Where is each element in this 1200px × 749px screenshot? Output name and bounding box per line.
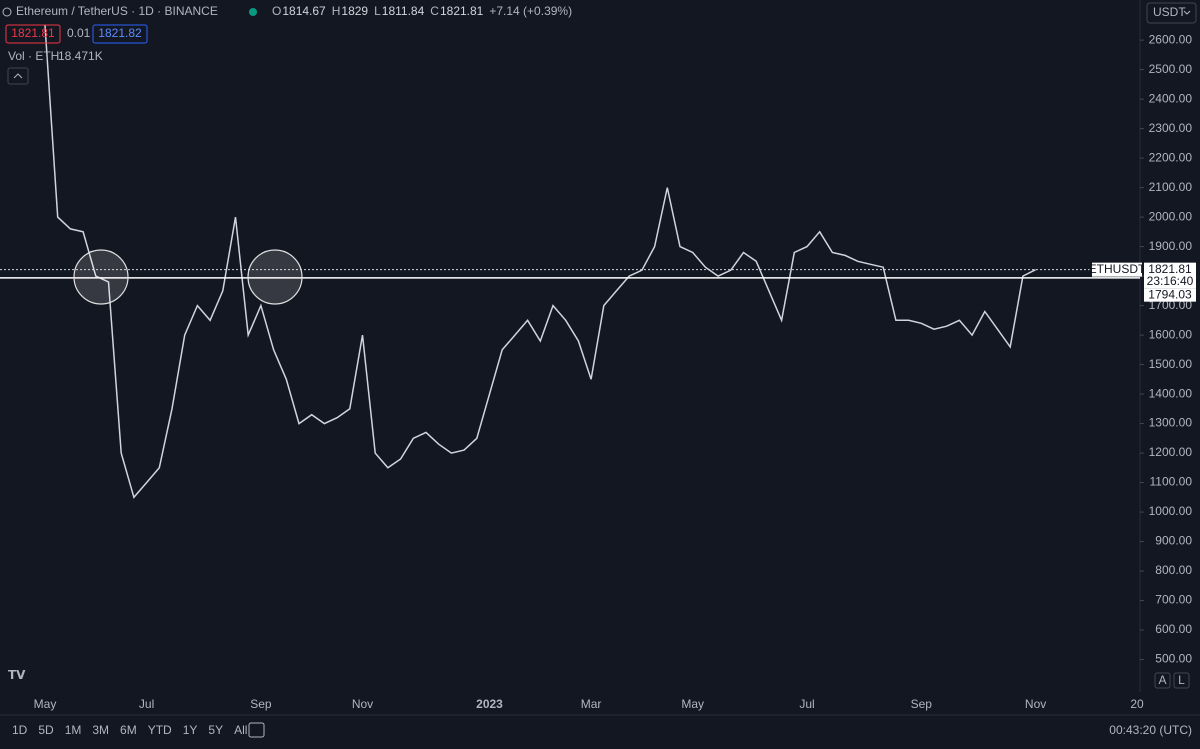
currency: USDT (1153, 5, 1186, 19)
y-tick-label: 1300.00 (1149, 416, 1193, 430)
range-button[interactable]: All (234, 723, 247, 737)
scale-button[interactable] (1173, 672, 1190, 689)
y-tick-label: 700.00 (1155, 593, 1192, 607)
currency-button[interactable] (1146, 2, 1197, 24)
scale-button-label: L (1178, 673, 1185, 687)
level-label: 1794.03 (1148, 287, 1192, 301)
range-button[interactable]: 3M (92, 723, 109, 737)
y-tick-label: 2200.00 (1149, 150, 1193, 164)
y-tick-label: 800.00 (1155, 563, 1192, 577)
bid-box[interactable] (5, 24, 61, 44)
x-tick-label: Sep (911, 697, 933, 711)
ohlc-label: O (272, 4, 281, 18)
currency-caret (1183, 10, 1191, 15)
symbol: Ethereum / TetherUS · 1D · BINANCE (16, 4, 218, 18)
y-tick-label: 500.00 (1155, 652, 1192, 666)
y-tick-label: 1500.00 (1149, 357, 1193, 371)
y-tick-label: 2100.00 (1149, 180, 1193, 194)
x-tick-label: Jul (799, 697, 814, 711)
x-tick-label: Jul (139, 697, 154, 711)
range-button[interactable]: 1M (65, 723, 82, 737)
x-tick-label: 2023 (476, 697, 503, 711)
y-tick-label: 1400.00 (1149, 386, 1193, 400)
range-button[interactable]: 5D (38, 723, 54, 737)
range-button[interactable]: 1D (12, 723, 28, 737)
y-tick-label: 1900.00 (1149, 239, 1193, 253)
annotation-circle (247, 249, 303, 305)
range-button[interactable]: 1Y (183, 723, 198, 737)
scale-button[interactable] (1154, 672, 1171, 689)
date-range-icon[interactable] (248, 722, 265, 738)
symbol-icon (2, 7, 12, 17)
plot: 2600.00 2500.00 2400.00 2300.00 2200.00 2100.… (0, 25, 1196, 711)
collapse-button[interactable] (7, 67, 29, 85)
symbol-tag-box (1092, 262, 1142, 277)
volume-value: 18.471K (58, 49, 103, 63)
y-tick-label: 2600.00 (1149, 32, 1193, 46)
axis-corner: 20 (1130, 697, 1144, 711)
annotation-circle (73, 249, 129, 305)
ohlc-value: 1821.81 (440, 4, 484, 18)
price-line (44, 25, 1036, 499)
clock: 00:43:20 (UTC) (1109, 723, 1192, 737)
level-box (1144, 288, 1196, 302)
range-buttons: 1D 5D 1M 3M 6M YTD 1Y 5Y All (12, 723, 247, 737)
change: +7.14 (+0.39%) (489, 4, 572, 18)
y-tick-label: 1200.00 (1149, 445, 1193, 459)
y-tick-label: 1000.00 (1149, 504, 1193, 518)
market-status (249, 8, 257, 16)
y-tick-label: 2400.00 (1149, 91, 1193, 105)
y-tick-label: 1100.00 (1150, 475, 1193, 489)
range-button[interactable]: 5Y (208, 723, 223, 737)
x-tick-label: Sep (250, 697, 272, 711)
last-price-label: 1821.81 (1148, 262, 1192, 276)
ohlc-label: L (374, 4, 381, 18)
y-tick-label: 2000.00 (1149, 209, 1193, 223)
symbol-tag: ETHUSDT (1089, 262, 1146, 276)
last-price-box (1144, 262, 1196, 289)
y-tick-label: 2300.00 (1149, 121, 1193, 135)
ohlc: O 1814.67 H 1829 L 1811.84 C 1821.81 (272, 4, 484, 18)
range-button[interactable]: 6M (120, 723, 137, 737)
ohlc-label: H (332, 4, 341, 18)
x-tick-label: Nov (352, 697, 373, 711)
countdown: 23:16:40 (1147, 274, 1194, 288)
ask-box[interactable] (92, 24, 148, 44)
y-tick-label: 600.00 (1155, 622, 1192, 636)
ohlc-value: 1829 (341, 4, 368, 18)
volume-label: Vol · ETH (8, 49, 59, 63)
ohlc-value: 1811.84 (382, 4, 425, 18)
scale-button-label: A (1158, 673, 1166, 687)
ohlc-label: C (430, 4, 439, 18)
x-tick-label: Mar (581, 697, 602, 711)
y-tick-label: 2500.00 (1149, 62, 1193, 76)
x-tick-label: May (681, 697, 704, 711)
logo: 𝗧𝗩 (8, 668, 26, 682)
bid: 1821.81 (11, 26, 55, 40)
y-tick-label: 900.00 (1155, 534, 1192, 548)
range-button[interactable]: YTD (148, 723, 172, 737)
ask: 1821.82 (98, 26, 142, 40)
x-tick-label: May (34, 697, 57, 711)
ohlc-value: 1814.67 (282, 4, 326, 18)
x-tick-label: Nov (1025, 697, 1046, 711)
collapse-icon (13, 73, 23, 79)
y-tick-label: 1600.00 (1149, 327, 1193, 341)
spread: 0.01 (67, 26, 91, 40)
